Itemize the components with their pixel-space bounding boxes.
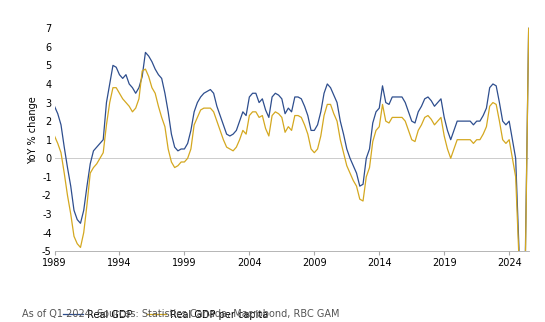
Real GDP per capita — [51, 134, 58, 138]
Real GDP — [265, 116, 272, 119]
Real GDP per capita — [305, 132, 311, 136]
Text: As of Q1 2024. Sources: Statistics Canada, Macrobond, RBC GAM: As of Q1 2024. Sources: Statistics Canad… — [22, 309, 340, 319]
Y-axis label: YoY % change: YoY % change — [28, 97, 38, 164]
Line: Real GDP: Real GDP — [54, 28, 545, 322]
Real GDP per capita — [461, 138, 467, 142]
Real GDP per capita — [132, 106, 139, 110]
Real GDP — [438, 97, 444, 101]
Real GDP — [461, 119, 467, 123]
Line: Real GDP per capita: Real GDP per capita — [54, 28, 545, 322]
Real GDP per capita — [525, 26, 532, 30]
Real GDP — [132, 91, 139, 95]
Real GDP per capita — [265, 134, 272, 138]
Real GDP — [525, 26, 532, 30]
Real GDP — [305, 114, 311, 118]
Real GDP per capita — [438, 116, 444, 119]
Legend: Real GDP, Real GDP per capita: Real GDP, Real GDP per capita — [59, 306, 272, 322]
Real GDP — [51, 104, 58, 108]
